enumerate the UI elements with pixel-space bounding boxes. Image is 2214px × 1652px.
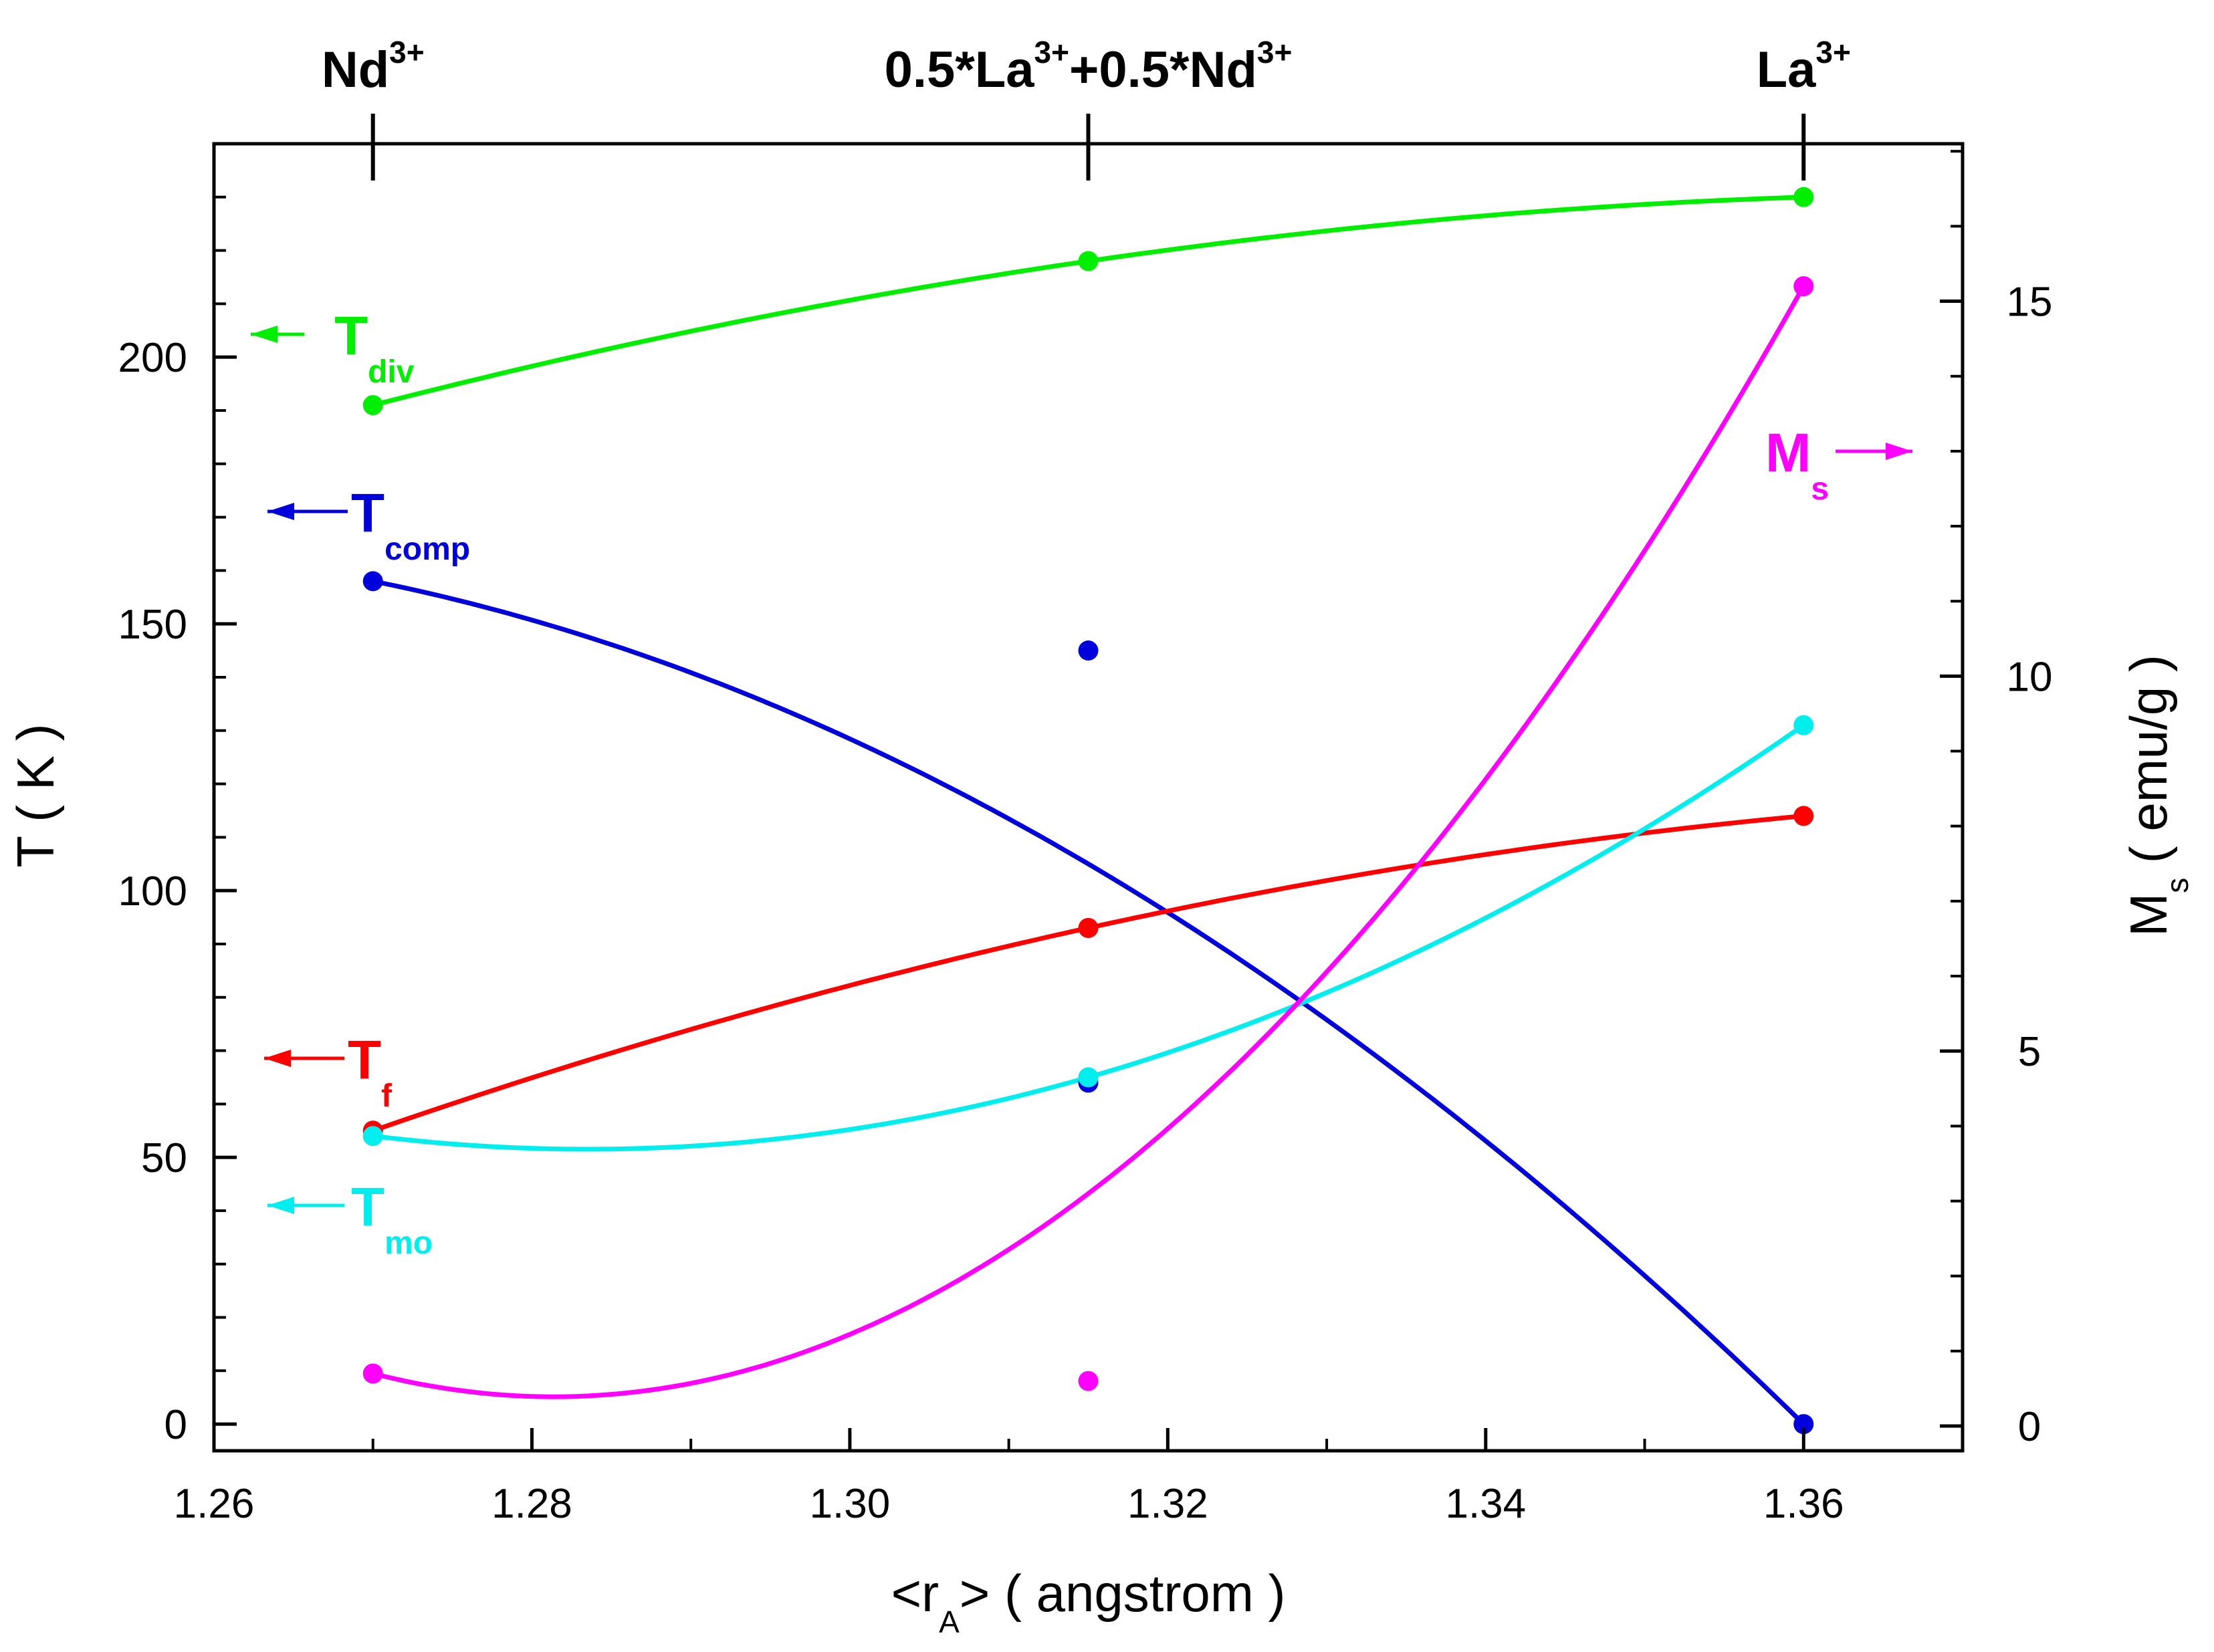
annotation-label-main: T: [351, 483, 384, 544]
data-point-m-s: [1078, 1371, 1099, 1391]
annotation-label: Tdiv: [334, 306, 415, 390]
data-points: [362, 187, 1814, 1435]
top-axis-label-main: La: [1757, 41, 1816, 98]
data-point-t-div: [1078, 251, 1099, 271]
x-axis-title: <rA> ( angstrom ): [891, 1564, 1286, 1639]
fit-curve-t-comp: [372, 578, 1805, 1426]
x-tick-label: 1.28: [491, 1481, 572, 1527]
annotation-arrow-head: [267, 503, 294, 520]
x-tick-label: 1.34: [1445, 1481, 1526, 1527]
top-axis-label-main: Nd: [322, 41, 389, 98]
data-point-m-s: [1793, 276, 1814, 297]
annotation-arrow-head: [264, 1050, 291, 1067]
annotation-label: Tf: [348, 1030, 393, 1114]
annotation-label-sub: s: [1811, 471, 1829, 507]
annotation-label: Tmo: [351, 1177, 433, 1261]
data-point-t-f: [1078, 918, 1099, 938]
data-point-t-f: [1793, 806, 1814, 826]
top-axis-label-sup: 3+: [1815, 35, 1850, 70]
y-tick-label: 0: [164, 1402, 187, 1448]
annotation-arrow-head: [267, 1197, 294, 1214]
data-point-t-mo: [1793, 715, 1814, 735]
y-tick-label: 50: [141, 1135, 187, 1181]
annotation-arrow-head: [251, 326, 278, 343]
top-axis-label-sup: 3+: [1034, 35, 1069, 70]
annotation-arrow-head: [1886, 443, 1912, 460]
annotation-label-main: T: [351, 1177, 384, 1237]
x-tick-label: 1.36: [1763, 1481, 1844, 1527]
plot-frame: [212, 142, 1965, 1453]
x-tick-label: 1.32: [1127, 1481, 1208, 1527]
annotation-t-comp: Tcomp: [267, 483, 470, 567]
y-tick-label: 150: [118, 602, 187, 648]
axis-ticks: [212, 150, 1963, 1451]
data-point-t-div: [1793, 187, 1814, 207]
data-point-t-comp: [362, 571, 383, 592]
annotation-t-div: Tdiv: [251, 306, 415, 390]
fit-curve-t-div: [372, 195, 1804, 408]
annotation-label-sub: div: [368, 354, 415, 390]
annotation-t-f: Tf: [264, 1030, 393, 1114]
annotation-label: Tcomp: [351, 483, 470, 567]
top-axis-label: La3+: [1757, 35, 1851, 98]
data-point-t-div: [362, 395, 383, 415]
y2-tick-label: 15: [2007, 279, 2053, 326]
data-point-t-comp: [1793, 1414, 1814, 1435]
y-tick-label: 100: [118, 868, 187, 915]
annotation-m-s: Ms: [1765, 423, 1912, 507]
x-tick-label: 1.26: [174, 1481, 255, 1527]
x-axis-title-sub: A: [939, 1605, 960, 1639]
y2-axis-title-main: M: [2119, 893, 2178, 937]
data-point-t-mo: [362, 1126, 383, 1147]
top-axis-label-main: 0.5*La: [885, 41, 1035, 98]
annotation-label-sub: f: [381, 1078, 393, 1114]
y-axis-title: T ( K ): [6, 723, 65, 867]
top-axis: Nd3+ 0.5*La3++0.5*Nd3+ La3+: [322, 35, 1851, 181]
annotation-label-sub: mo: [384, 1225, 433, 1261]
annotation-label-main: T: [334, 306, 368, 366]
annotation-label-main: T: [348, 1030, 381, 1090]
x-axis-title-main: <r: [891, 1564, 939, 1623]
y2-tick-label: 10: [2007, 654, 2053, 700]
y2-tick-label: 5: [2018, 1029, 2041, 1075]
annotation-label-sub: comp: [384, 532, 470, 567]
fit-curves: [372, 195, 1806, 1426]
y2-axis-title-tail: ( emu/g ): [2119, 655, 2178, 878]
y2-axis-title: Ms ( emu/g ): [2119, 655, 2195, 937]
top-axis-label: 0.5*La3++0.5*Nd3+: [885, 35, 1293, 98]
top-axis-label: Nd3+: [322, 35, 425, 98]
y2-tick-label: 0: [2018, 1404, 2041, 1450]
y2-axis-title-sub: s: [2160, 878, 2195, 893]
x-tick-label: 1.30: [810, 1481, 891, 1527]
annotation-label-main: M: [1765, 423, 1811, 483]
fit-curve-m-s: [372, 285, 1806, 1399]
data-point-t-mo: [1078, 1067, 1099, 1088]
axis-tick-labels: 1.26 1.28 1.30 1.32 1.34 1.36 0 50 100 150 200 0 5 10…: [118, 279, 2053, 1527]
annotation-label: Ms: [1765, 423, 1829, 507]
top-axis-label-sup: 3+: [389, 35, 424, 70]
data-point-m-s: [362, 1363, 383, 1384]
y-tick-label: 200: [118, 335, 187, 381]
top-axis-label-sup2: 3+: [1257, 35, 1292, 70]
x-axis-title-tail: > ( angstrom ): [960, 1564, 1286, 1623]
data-point-t-comp: [1078, 640, 1099, 661]
top-axis-label-main2: +0.5*Nd: [1069, 41, 1257, 98]
annotation-t-mo: Tmo: [267, 1177, 433, 1261]
